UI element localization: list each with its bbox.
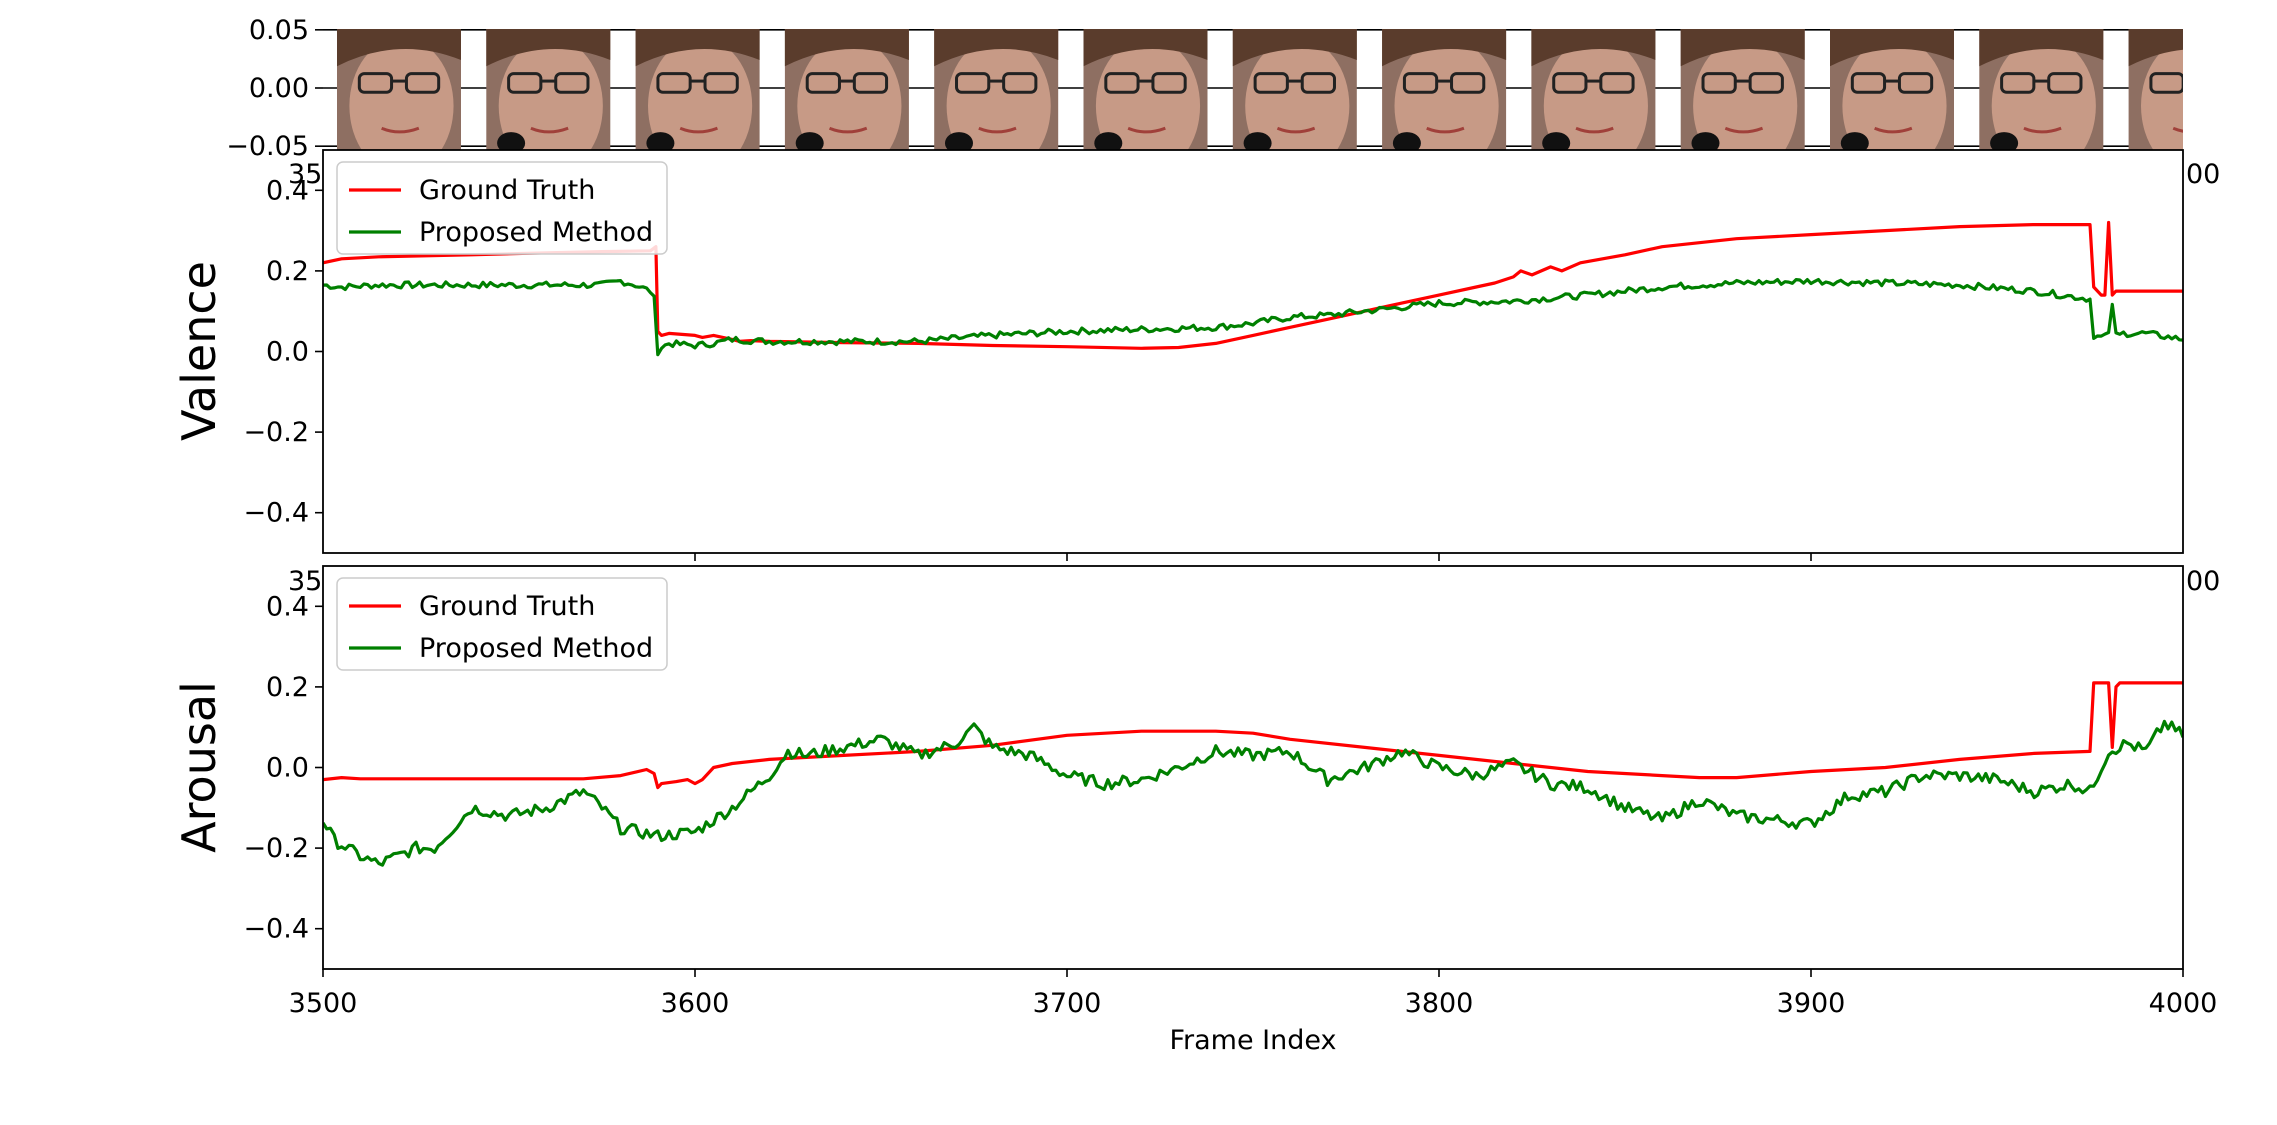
valence-axes: −0.4−0.20.00.20.435 00 Valence Ground Tru…: [172, 149, 2220, 597]
strip-partial-tick-right: 00: [2186, 159, 2220, 190]
val-ytick-label: 0.0: [266, 337, 309, 368]
aro-xtick-label: 3900: [1777, 988, 1846, 1019]
face-thumbnail: [1680, 29, 1805, 152]
valence-y-label: Valence: [172, 261, 226, 441]
face-thumbnail: [486, 29, 611, 152]
aro-ytick-label: 0.0: [266, 753, 309, 784]
arousal-y-label: Arousal: [172, 681, 226, 853]
val-legend-box: [336, 161, 668, 255]
aro-legend-label: Proposed Method: [419, 633, 653, 664]
val-ytick-label: 0.4: [266, 175, 309, 206]
face-thumbnail: [1979, 29, 2104, 152]
aro-legend-label: Ground Truth: [419, 591, 595, 622]
aro-legend-box: [336, 577, 668, 671]
aro-ytick-label: −0.2: [243, 833, 309, 864]
aro-series-ground-truth: [323, 681, 2183, 790]
val-ytick-label: 0.2: [266, 256, 309, 287]
face-thumbnail: [1531, 29, 1656, 152]
aro-xtick-label: 3600: [661, 988, 730, 1019]
face-thumbnail: [934, 29, 1059, 152]
aro-ytick-label: 0.2: [266, 672, 309, 703]
face-thumbnail: [2128, 29, 2183, 152]
face-thumbnail: [635, 29, 760, 152]
val-partial-tick-right: 00: [2186, 566, 2220, 597]
strip-ytick-label: 0.05: [249, 15, 309, 46]
face-thumbnail: [1083, 29, 1208, 152]
aro-ytick-label: −0.4: [243, 914, 309, 945]
val-legend-label: Proposed Method: [419, 217, 653, 248]
face-thumbnails: [337, 29, 2183, 152]
aro-ytick-label: 0.4: [266, 591, 309, 622]
face-thumbnail: [1232, 29, 1357, 152]
face-thumbnail: [1382, 29, 1507, 152]
val-legend-label: Ground Truth: [419, 175, 595, 206]
aro-xtick-label: 3800: [1405, 988, 1474, 1019]
strip-ytick-label: 0.00: [249, 73, 309, 104]
aro-xtick-label: 3700: [1033, 988, 1102, 1019]
aro-series-proposed-method: [323, 719, 2183, 867]
x-axis-label: Frame Index: [1169, 1025, 1336, 1056]
strip-ytick-label: −0.05: [226, 131, 309, 162]
face-thumbnail: [337, 29, 461, 152]
face-thumbnail: [784, 29, 909, 152]
val-ytick-label: −0.2: [243, 417, 309, 448]
strip-partial-tick-left: 35: [288, 159, 322, 190]
aro-xtick-label: 4000: [2149, 988, 2218, 1019]
val-series-proposed-method: [323, 277, 2183, 357]
aro-xtick-label: 3500: [289, 988, 358, 1019]
val-partial-tick-left: 35: [288, 566, 322, 597]
face-thumbnail: [1830, 29, 1954, 152]
val-ytick-label: −0.4: [243, 498, 309, 529]
